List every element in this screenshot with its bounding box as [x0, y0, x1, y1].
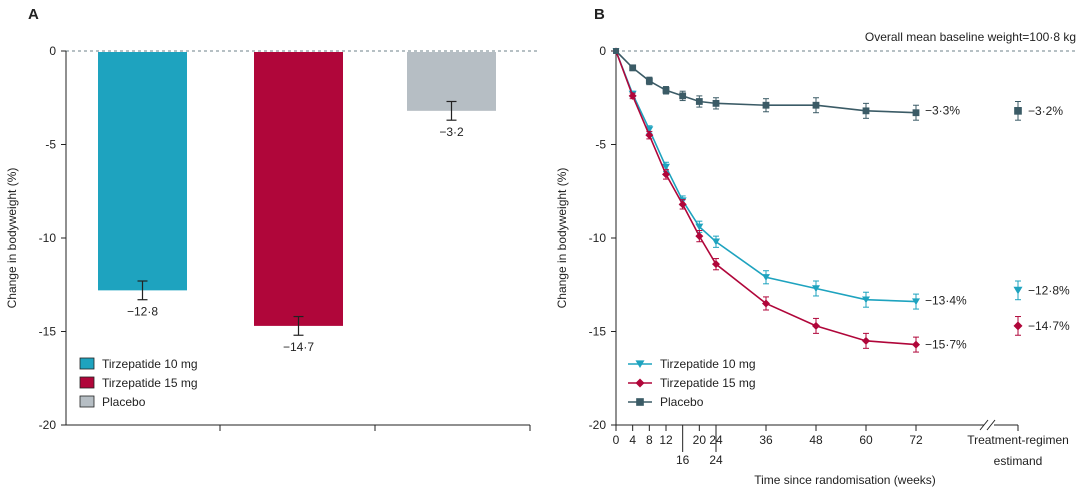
series-end-label: −15·7%: [925, 338, 967, 352]
legend-swatch: [79, 357, 95, 370]
panel-a: A Change in bodyweight (%) 0-5-10-15-20 …: [5, 6, 540, 432]
data-point: [636, 398, 644, 406]
bar: [254, 52, 343, 326]
data-point: [762, 101, 770, 109]
data-point: [1014, 107, 1022, 115]
data-point: [862, 296, 870, 304]
data-point: [912, 298, 920, 306]
data-point: [695, 223, 704, 231]
y-tick-label: -10: [39, 231, 57, 245]
data-point: [645, 131, 654, 140]
y-tick-label: -20: [39, 418, 57, 432]
baseline-annotation: Overall mean baseline weight=100·8 kg: [865, 30, 1076, 44]
legend-label: Tirzepatide 10 mg: [102, 357, 198, 371]
y-tick-label: -10: [589, 231, 607, 245]
data-point: [762, 299, 770, 308]
legend-swatch: [79, 395, 95, 408]
panel-b-label: B: [594, 6, 605, 23]
x-tick-label: 72: [909, 433, 923, 447]
legend-label: Tirzepatide 15 mg: [660, 376, 756, 390]
x-tick-label-estimand: estimand: [994, 454, 1043, 468]
bar: [98, 52, 187, 291]
data-point: [712, 260, 720, 269]
x-tick-label-lower: 24: [709, 453, 723, 467]
data-point: [712, 99, 720, 107]
data-point: [812, 101, 820, 109]
data-point: [662, 170, 670, 179]
data-point: [645, 126, 654, 134]
y-tick-label: -15: [39, 325, 57, 339]
x-tick-label: 0: [613, 433, 620, 447]
y-tick-label: -20: [589, 418, 607, 432]
data-point: [678, 200, 687, 209]
y-tick-label: -5: [595, 138, 606, 152]
panel-b-legend: Tirzepatide 10 mg Tirzepatide 15 mg Placeb…: [628, 357, 756, 409]
x-tick-label: 4: [629, 433, 636, 447]
data-point: [912, 340, 920, 349]
y-tick-label: -15: [589, 325, 607, 339]
series-line: [615, 50, 917, 303]
x-tick-label: 20: [693, 433, 707, 447]
x-tick-label: 12: [659, 433, 673, 447]
series-end-label: −13·4%: [925, 294, 967, 308]
y-tick-label: 0: [49, 44, 56, 58]
data-point: [628, 91, 637, 100]
y-tick-label: -5: [45, 138, 56, 152]
data-point: [695, 232, 704, 241]
bar-value-label: −14·7: [283, 340, 314, 354]
data-point: [635, 378, 645, 388]
axis-break-mark: [986, 419, 996, 431]
panel-b: B Overall mean baseline weight=100·8 kg …: [555, 6, 1076, 487]
data-point: [862, 107, 870, 115]
data-point: [679, 92, 687, 100]
x-tick-label: 8: [646, 433, 653, 447]
x-tick-label: 36: [759, 433, 773, 447]
estimand-label: −14·7%: [1028, 319, 1070, 333]
data-point: [912, 109, 920, 117]
data-point: [645, 77, 653, 85]
panel-a-legend: Tirzepatide 10 mg Tirzepatide 15 mg Plac…: [79, 357, 198, 409]
data-point: [662, 86, 670, 94]
axis-break-mark: [979, 419, 989, 431]
panel-a-label: A: [28, 6, 39, 23]
estimand-label: −3·2%: [1028, 104, 1063, 118]
bar-value-label: −3·2: [439, 125, 464, 139]
panel-a-y-label: Change in bodyweight (%): [5, 168, 19, 309]
legend-swatch: [79, 376, 95, 389]
legend-label: Tirzepatide 10 mg: [660, 357, 756, 371]
data-point: [762, 274, 770, 281]
data-point: [695, 98, 703, 105]
data-point: [613, 48, 619, 54]
data-point: [862, 336, 870, 345]
x-tick-label: 60: [859, 433, 873, 447]
bar-value-label: −12·8: [127, 305, 158, 319]
estimand-label: −12·8%: [1028, 283, 1070, 297]
y-tick-label: 0: [599, 44, 606, 58]
x-tick-label-lower: 16: [676, 453, 690, 467]
data-point: [812, 285, 820, 293]
legend-label: Placebo: [660, 395, 704, 409]
data-point: [635, 360, 645, 369]
panel-b-y-label: Change in bodyweight (%): [555, 168, 569, 309]
data-point: [1013, 286, 1023, 295]
data-point: [629, 64, 637, 72]
data-point: [812, 321, 820, 330]
data-point: [712, 238, 720, 246]
x-tick-label: 48: [809, 433, 823, 447]
data-point: [662, 163, 670, 171]
x-tick-label-estimand: Treatment-regimen: [967, 433, 1069, 447]
panel-b-x-label: Time since randomisation (weeks): [754, 473, 936, 487]
legend-label: Placebo: [102, 395, 146, 409]
legend-label: Tirzepatide 15 mg: [102, 376, 198, 390]
data-point: [1013, 321, 1023, 331]
series-end-label: −3·3%: [925, 104, 960, 118]
